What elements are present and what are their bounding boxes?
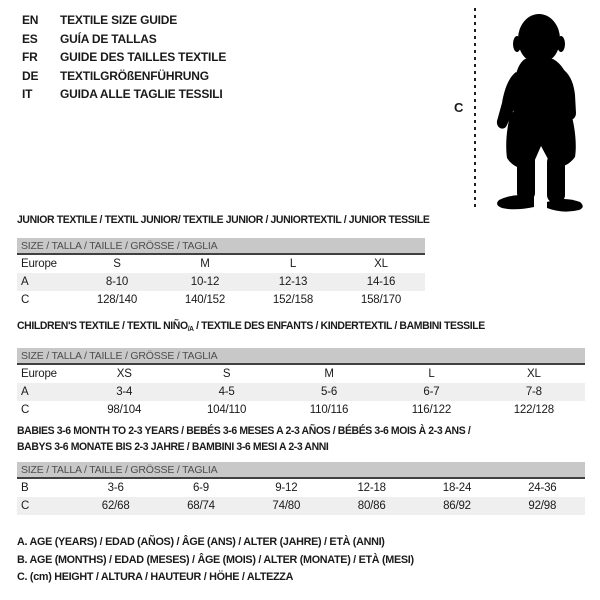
size-cell: S	[113, 258, 121, 270]
language-title: TEXTILGRÖßENFÜHRUNG	[60, 68, 209, 83]
size-header-bar: SIZE / TALLA / TAILLE / GRÖSSE / TAGLIA	[17, 462, 585, 479]
footnote-a: A. AGE (YEARS) / EDAD (AÑOS) / ÂGE (ANS)…	[17, 536, 385, 548]
row-label: C	[21, 294, 30, 306]
size-cell: 7-8	[525, 386, 542, 398]
row-label: C	[21, 404, 30, 416]
height-marker-line	[474, 8, 476, 207]
junior-section-heading: JUNIOR TEXTILE / TEXTIL JUNIOR/ TEXTILE …	[17, 214, 430, 226]
row-label: Europe	[21, 368, 57, 380]
size-cell: 104/110	[206, 404, 247, 416]
size-cell: 62/68	[101, 500, 130, 512]
size-cell: 18-24	[442, 482, 472, 494]
size-cell: L	[428, 368, 435, 380]
size-cell: 9-12	[275, 482, 298, 494]
size-cell: 3-6	[107, 482, 124, 494]
language-row: DE TEXTILGRÖßENFÜHRUNG	[22, 67, 226, 86]
size-cell: XL	[374, 258, 388, 270]
row-label: C	[21, 500, 30, 512]
language-row: FR GUIDE DES TAILLES TEXTILE	[22, 48, 226, 67]
language-title: GUIDA ALLE TAGLIE TESSILI	[60, 87, 223, 101]
table-row: A 8-10 10-12 12-13 14-16	[17, 273, 425, 291]
language-title: TEXTILE SIZE GUIDE	[60, 13, 178, 27]
size-cell: 6-9	[192, 482, 209, 494]
size-cell: XS	[116, 368, 132, 380]
language-code: ES	[22, 31, 38, 46]
children-size-table: SIZE / TALLA / TAILLE / GRÖSSE / TAGLIA …	[17, 348, 585, 419]
size-cell: 158/170	[360, 294, 402, 306]
junior-size-table: SIZE / TALLA / TAILLE / GRÖSSE / TAGLIA …	[17, 238, 425, 309]
row-label: A	[21, 386, 29, 398]
size-cell: 98/104	[107, 404, 142, 416]
footnote-b: B. AGE (MONTHS) / EDAD (MESES) / ÂGE (MO…	[17, 553, 414, 566]
size-cell: 92/98	[528, 500, 557, 512]
size-cell: 14-16	[366, 276, 396, 288]
size-cell: 8-10	[105, 276, 129, 288]
heading-line-1: BABIES 3-6 MONTH TO 2-3 YEARS / BEBÉS 3-…	[17, 425, 471, 437]
size-cell: 68/74	[187, 500, 215, 512]
language-code: DE	[22, 68, 39, 83]
baby-silhouette-icon	[487, 5, 595, 218]
table-row: B 3-6 6-9 9-12 12-18 18-24 24-36	[17, 479, 585, 497]
size-cell: 140/152	[184, 294, 226, 306]
language-code: FR	[22, 50, 38, 64]
size-cell: M	[200, 258, 210, 270]
table-row: C 128/140 140/152 152/158 158/170	[17, 291, 425, 309]
size-cell: S	[222, 368, 231, 380]
size-cell: 12-18	[357, 482, 386, 494]
language-row: IT GUIDA ALLE TAGLIE TESSILI	[22, 85, 226, 104]
size-cell: 4-5	[218, 386, 235, 398]
heading-text: / TEXTILE DES ENFANTS / KINDERTEXTIL / B…	[193, 320, 485, 332]
size-cell: 116/122	[411, 404, 452, 416]
language-row: ES GUÍA DE TALLAS	[22, 30, 226, 49]
language-code: EN	[22, 13, 39, 27]
size-cell: 122/128	[513, 404, 554, 416]
size-header-bar: SIZE / TALLA / TAILLE / GRÖSSE / TAGLIA	[17, 238, 425, 255]
size-figure: C	[440, 0, 600, 215]
heading-text: CHILDREN'S TEXTILE / TEXTIL NIÑO	[17, 320, 188, 332]
language-title: GUÍA DE TALLAS	[60, 31, 157, 46]
size-cell: 3-4	[116, 386, 133, 398]
language-list: EN TEXTILE SIZE GUIDE ES GUÍA DE TALLAS …	[22, 11, 226, 104]
table-row: C 62/68 68/74 74/80 80/86 86/92 92/98	[17, 497, 585, 515]
table-row: A 3-4 4-5 5-6 6-7 7-8	[17, 383, 585, 401]
row-label: A	[21, 276, 29, 288]
language-code: IT	[22, 87, 33, 101]
row-label: Europe	[21, 258, 57, 270]
table-row: Europe XS S M L XL	[17, 365, 585, 383]
footnotes: A. AGE (YEARS) / EDAD (AÑOS) / ÂGE (ANS)…	[17, 534, 414, 587]
babies-section-heading: BABIES 3-6 MONTH TO 2-3 YEARS / BEBÉS 3-…	[17, 424, 471, 455]
size-header-bar: SIZE / TALLA / TAILLE / GRÖSSE / TAGLIA	[17, 348, 585, 365]
size-cell: 10-12	[190, 276, 220, 288]
table-row: Europe S M L XL	[17, 255, 425, 273]
size-cell: 86/92	[443, 500, 471, 512]
size-cell: 5-6	[321, 386, 338, 398]
size-cell: 80/86	[357, 500, 386, 512]
size-cell: 6-7	[423, 386, 440, 398]
size-cell: XL	[526, 368, 541, 380]
size-cell: 152/158	[272, 294, 314, 306]
size-cell: 24-36	[528, 482, 557, 494]
row-label: B	[21, 482, 29, 494]
size-cell: L	[289, 258, 297, 270]
language-row: EN TEXTILE SIZE GUIDE	[22, 11, 226, 30]
size-cell: 110/116	[309, 404, 349, 416]
footnote-c: C. (cm) HEIGHT / ALTURA / HAUTEUR / HÖHE…	[17, 571, 294, 584]
size-cell: M	[324, 368, 334, 380]
table-row: C 98/104 104/110 110/116 116/122 122/128	[17, 401, 585, 419]
children-section-heading: CHILDREN'S TEXTILE / TEXTIL NIÑO/A / TEX…	[17, 320, 485, 333]
language-title: GUIDE DES TAILLES TEXTILE	[60, 50, 227, 64]
babies-size-table: SIZE / TALLA / TAILLE / GRÖSSE / TAGLIA …	[17, 462, 585, 515]
heading-line-2: BABYS 3-6 MONATE BIS 2-3 JAHRE / BAMBINI…	[17, 440, 329, 453]
size-cell: 74/80	[272, 500, 301, 512]
height-marker-label: C	[454, 100, 464, 115]
size-cell: 128/140	[96, 294, 138, 306]
size-cell: 12-13	[278, 276, 308, 288]
heading-subscript: /A	[187, 326, 194, 333]
